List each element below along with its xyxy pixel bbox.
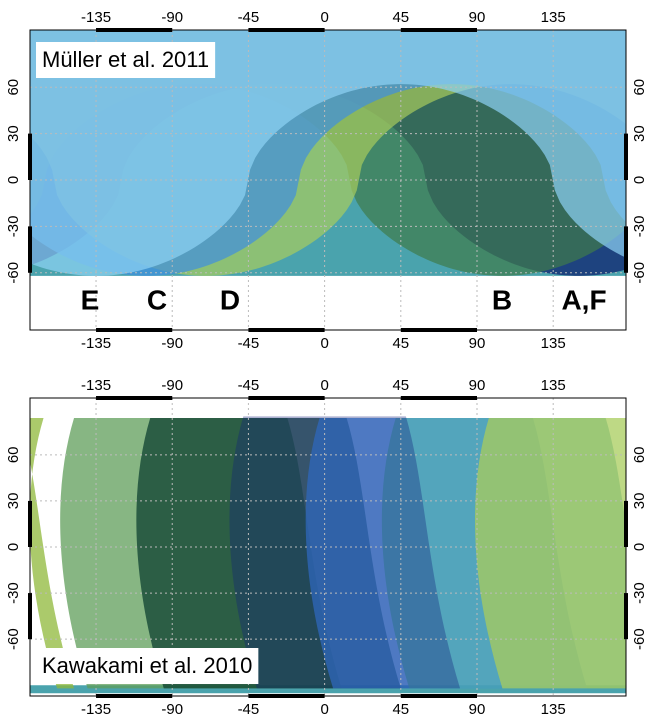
frame-bar	[624, 133, 628, 180]
panel-title: Kawakami et al. 2010	[42, 653, 252, 678]
y-tick-label: -60	[631, 628, 648, 650]
frame-bar	[28, 133, 32, 180]
frame-bar	[624, 593, 628, 640]
frame-bar	[248, 396, 325, 400]
y-tick-label: 60	[631, 446, 648, 463]
frame-bar	[96, 396, 173, 400]
y-tick-label: -60	[5, 262, 22, 284]
y-tick-label: 0	[631, 176, 648, 184]
x-tick-label: 90	[469, 335, 486, 352]
x-tick-label: -135	[81, 701, 111, 718]
region-label: A,F	[561, 284, 606, 315]
frame-bar	[28, 593, 32, 640]
regions	[30, 416, 626, 694]
x-tick-label: -45	[238, 701, 260, 718]
frame-bar	[96, 328, 173, 332]
y-tick-label: 60	[5, 446, 22, 463]
y-tick-label: 0	[5, 543, 22, 551]
x-tick-label: 90	[469, 377, 486, 394]
x-tick-label: -45	[238, 9, 260, 26]
frame-bar	[28, 500, 32, 547]
region	[229, 416, 461, 689]
frame-bar	[248, 328, 325, 332]
x-tick-label: -135	[81, 335, 111, 352]
x-tick-label: -45	[238, 377, 260, 394]
region-label: E	[81, 284, 100, 315]
frame-bar	[624, 226, 628, 273]
frame-bar	[248, 28, 325, 32]
x-tick-label: 135	[541, 701, 566, 718]
frame-bar	[400, 396, 477, 400]
y-tick-label: 0	[631, 543, 648, 551]
frame-bar	[400, 28, 477, 32]
title-box	[36, 42, 216, 78]
frame-bar	[96, 694, 173, 698]
region-label: B	[492, 284, 512, 315]
x-tick-label: 45	[392, 9, 409, 26]
y-tick-label: 30	[5, 493, 22, 510]
y-tick-label: -30	[5, 582, 22, 604]
y-tick-label: 60	[631, 79, 648, 96]
region-label: D	[220, 284, 240, 315]
region-label: C	[147, 284, 167, 315]
y-tick-label: -30	[631, 582, 648, 604]
frame-bar	[96, 28, 173, 32]
y-tick-label: -60	[5, 628, 22, 650]
y-tick-label: 30	[631, 125, 648, 142]
y-tick-label: 60	[5, 79, 22, 96]
x-tick-label: 135	[541, 377, 566, 394]
x-tick-label: -90	[161, 9, 183, 26]
x-tick-label: 135	[541, 9, 566, 26]
frame-bar	[28, 226, 32, 273]
x-tick-label: 90	[469, 701, 486, 718]
title-box	[36, 648, 259, 684]
x-tick-label: 45	[392, 377, 409, 394]
x-tick-label: 0	[320, 377, 328, 394]
y-tick-label: 0	[5, 176, 22, 184]
frame-bar	[248, 694, 325, 698]
x-tick-label: 45	[392, 335, 409, 352]
frame-bar	[624, 500, 628, 547]
region	[475, 417, 626, 689]
y-tick-label: 30	[5, 125, 22, 142]
region	[30, 685, 626, 694]
y-tick-label: -60	[631, 262, 648, 284]
y-tick-label: -30	[631, 216, 648, 238]
x-tick-label: 45	[392, 701, 409, 718]
region	[30, 417, 75, 689]
x-tick-label: 135	[541, 335, 566, 352]
x-tick-label: -135	[81, 377, 111, 394]
y-tick-label: 30	[631, 493, 648, 510]
x-tick-label: 0	[320, 335, 328, 352]
panel-title: Müller et al. 2011	[42, 47, 209, 72]
frame-bar	[400, 328, 477, 332]
x-tick-label: -45	[238, 335, 260, 352]
x-tick-label: -135	[81, 9, 111, 26]
x-tick-label: 0	[320, 701, 328, 718]
y-tick-label: -30	[5, 216, 22, 238]
x-tick-label: -90	[161, 377, 183, 394]
frame-bar	[400, 694, 477, 698]
x-tick-label: 90	[469, 9, 486, 26]
x-tick-label: -90	[161, 335, 183, 352]
x-tick-label: -90	[161, 701, 183, 718]
x-tick-label: 0	[320, 9, 328, 26]
